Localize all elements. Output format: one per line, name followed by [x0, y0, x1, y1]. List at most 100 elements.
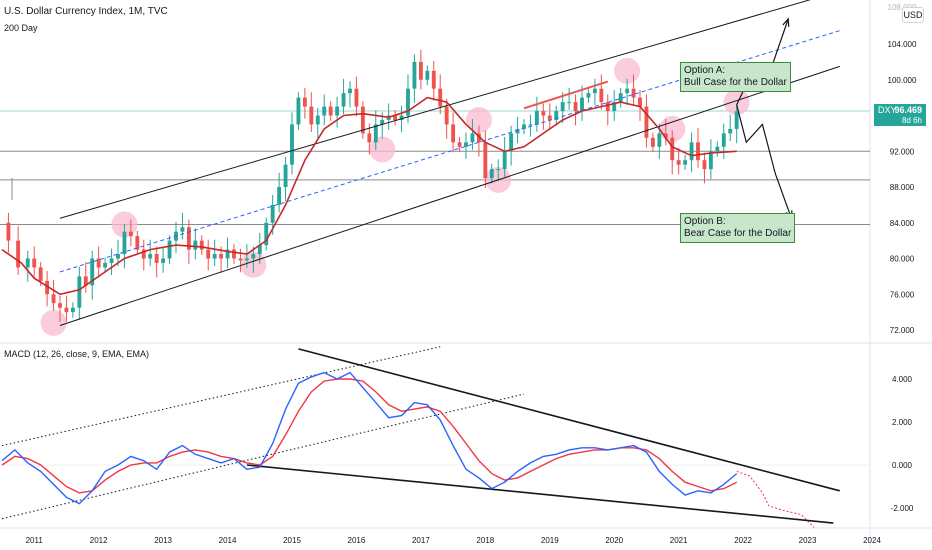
time-tick-label: 2013	[154, 536, 172, 545]
candle-body	[90, 258, 95, 286]
candle-body	[496, 169, 501, 171]
time-tick-label: 2022	[734, 536, 752, 545]
ma-line	[1, 96, 737, 296]
candle-body	[451, 124, 456, 143]
resistance-segment	[523, 80, 609, 110]
candle-body	[116, 254, 120, 259]
price-tick-label: 104.000	[888, 40, 917, 49]
candle-body	[431, 70, 436, 89]
candle-body	[83, 276, 88, 286]
time-tick-label: 2024	[863, 536, 881, 545]
candle-body	[25, 258, 30, 268]
candle-body	[32, 258, 37, 268]
price-tick-label: 88.000	[890, 183, 915, 192]
candle-body	[683, 160, 688, 165]
candle-body	[161, 258, 166, 263]
candle-body	[16, 240, 21, 268]
price-tick-label: 100.000	[888, 76, 917, 85]
candle-body	[689, 142, 694, 161]
candle-body	[547, 115, 552, 120]
candle-body	[135, 236, 140, 250]
candle-body	[644, 106, 649, 138]
candle-body	[457, 142, 462, 147]
macd-trendline-upper-wedge	[298, 348, 840, 492]
candle-body	[464, 142, 468, 147]
macd-trendline-lower-wedge	[246, 464, 834, 524]
macd-trendline-dotted-lower	[1, 393, 525, 520]
candle-body	[696, 142, 700, 161]
candle-body	[715, 146, 720, 152]
candle-body	[58, 303, 62, 308]
candle-body	[515, 128, 520, 134]
macd-tick-label: 4.000	[892, 375, 913, 384]
candle-body	[502, 151, 507, 170]
candle-body	[38, 267, 43, 281]
price-tick-label: 72.000	[890, 326, 915, 335]
ma-legend: 200 Day	[4, 23, 38, 33]
candle-body	[335, 106, 340, 116]
candle-body	[476, 133, 481, 143]
candle-body	[328, 106, 333, 116]
candle-body	[264, 222, 269, 246]
candle-body	[6, 222, 11, 241]
candle-body	[212, 254, 217, 259]
candle-body	[618, 93, 623, 103]
price-tag: DXY 96.469 8d 6h	[874, 104, 926, 126]
candle-body	[734, 111, 739, 129]
candle-body	[625, 88, 630, 94]
option-a-title: Option A:	[684, 65, 726, 76]
candle-body	[721, 133, 726, 147]
candle-body	[599, 88, 604, 103]
candle-body	[586, 93, 591, 98]
candle-body	[257, 245, 262, 255]
macd-projection	[736, 470, 815, 528]
candle-body	[244, 258, 249, 261]
candle-body	[657, 133, 662, 147]
candle-body	[141, 249, 146, 259]
candle-body	[360, 106, 365, 134]
candle-body	[412, 61, 417, 89]
option-b-note: Option B: Bear Case for the Dollar	[680, 213, 796, 243]
price-tick-label: 84.000	[890, 219, 915, 228]
price-tick-label: 76.000	[890, 290, 915, 299]
time-tick-label: 2023	[799, 536, 817, 545]
candle-body	[393, 115, 398, 120]
candle-body	[251, 254, 256, 259]
currency-button[interactable]: USD	[902, 7, 924, 23]
candle-body	[96, 258, 101, 268]
candle-body	[148, 254, 153, 259]
candle-body	[232, 249, 236, 259]
candle-body	[509, 133, 514, 152]
candle-body	[296, 97, 301, 125]
candle-body	[425, 70, 430, 80]
candle-body	[528, 124, 533, 126]
time-tick-label: 2020	[605, 536, 623, 545]
candle-body	[380, 119, 385, 125]
candle-body	[728, 128, 733, 134]
candle-body	[483, 142, 488, 179]
macd-tick-label: -2.000	[891, 504, 914, 513]
macd-legend: MACD (12, 26, close, 9, EMA, EMA)	[4, 349, 150, 359]
highlight-circle	[723, 89, 750, 116]
macd-line	[1, 371, 738, 505]
candle-body	[470, 133, 475, 143]
candle-body	[638, 97, 642, 107]
candle-body	[302, 97, 307, 107]
candle-body	[708, 151, 713, 170]
candle-body	[354, 88, 359, 107]
candle-body	[309, 106, 314, 125]
candle-body	[51, 294, 56, 304]
candle-body	[109, 258, 114, 263]
candle-body	[676, 160, 681, 165]
channel-line-upper	[59, 0, 811, 219]
candle-body	[406, 88, 410, 116]
candle-body	[122, 231, 127, 255]
time-tick-label: 2018	[476, 536, 494, 545]
candle-body	[580, 97, 584, 112]
price-tag-symbol: DXY	[878, 105, 897, 115]
candle-body	[77, 276, 82, 308]
channel-line-lower	[59, 65, 840, 327]
candle-body	[670, 137, 675, 161]
option-a-text: Bull Case for the Dollar	[684, 77, 787, 88]
